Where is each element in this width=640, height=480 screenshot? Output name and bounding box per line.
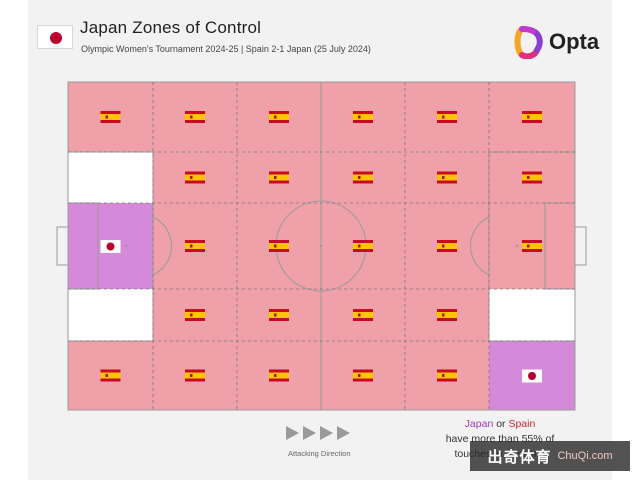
opta-logo-icon <box>514 26 543 60</box>
site-watermark: 出奇体育 ChuQi.com <box>470 441 630 471</box>
spain-flag-icon <box>269 369 289 382</box>
left-penalty-arc <box>152 216 172 276</box>
spain-flag-icon <box>100 369 121 382</box>
spain-flag-icon <box>269 309 289 321</box>
spain-flag-icon <box>185 240 205 252</box>
zone-none <box>68 152 153 203</box>
legend-or: or <box>496 418 506 430</box>
spain-flag-icon <box>437 240 457 252</box>
spain-flag-icon <box>522 171 542 184</box>
spain-flag-icon <box>437 369 457 382</box>
opta-wordmark: Opta <box>549 29 600 54</box>
spain-flag-icon <box>353 111 373 123</box>
spain-flag-icon <box>353 171 373 184</box>
play-arrow-icon <box>337 426 350 440</box>
spain-flag-icon <box>353 369 373 382</box>
legend-line-1: Japan or Spain <box>430 417 570 432</box>
japan-flag-icon <box>522 369 542 383</box>
zone-none <box>489 289 575 341</box>
spain-flag-icon <box>185 111 205 123</box>
play-arrow-icon <box>286 426 299 440</box>
left-goal <box>56 226 69 266</box>
attacking-direction-arrows <box>286 426 366 442</box>
spain-flag-icon <box>353 309 373 321</box>
right-penalty-spot <box>515 244 519 248</box>
spain-flag-icon <box>185 369 205 382</box>
spain-flag-icon <box>185 171 205 184</box>
watermark-name: 出奇体育 <box>487 448 552 466</box>
play-arrow-icon <box>303 426 316 440</box>
spain-flag-icon <box>269 171 289 184</box>
zone-none <box>68 289 153 341</box>
right-penalty-arc <box>470 216 490 276</box>
spain-flag-icon <box>437 171 457 184</box>
page-title: Japan Zones of Control <box>80 18 262 37</box>
attacking-direction-label: Attacking Direction <box>288 449 351 458</box>
spain-flag-icon <box>100 111 121 123</box>
centre-spot <box>319 244 323 248</box>
spain-flag-icon <box>353 240 373 252</box>
spain-flag-icon <box>522 111 542 123</box>
right-goal <box>574 226 587 266</box>
play-arrow-icon <box>320 426 333 440</box>
spain-flag-icon <box>269 240 289 252</box>
legend-spain: Spain <box>508 418 536 430</box>
spain-flag-icon <box>185 309 205 321</box>
left-penalty-spot <box>124 244 128 248</box>
japan-flag-icon <box>100 240 121 253</box>
spain-flag-icon <box>437 309 457 321</box>
watermark-url: ChuQi.com <box>557 450 613 462</box>
spain-flag-icon <box>269 111 289 123</box>
spain-flag-icon <box>522 240 542 252</box>
japan-flag-icon <box>37 25 73 49</box>
opta-logo: Opta <box>513 25 605 60</box>
legend-japan: Japan <box>464 418 494 430</box>
match-subtitle: Olympic Women's Tournament 2024-25 | Spa… <box>81 44 371 54</box>
spain-flag-icon <box>437 111 457 123</box>
